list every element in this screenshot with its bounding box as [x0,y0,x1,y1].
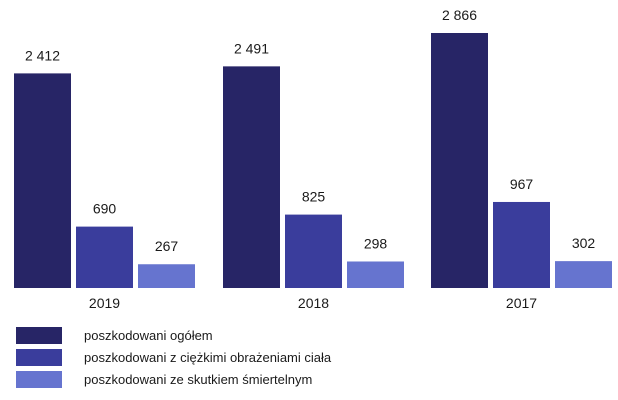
category-label-2019: 2019 [89,295,120,311]
legend-label-total: poszkodowani ogółem [84,328,213,343]
bar-2017-series-1 [493,201,550,288]
legend-item-serious-injuries: poszkodowani z ciężkimi obrażeniami ciał… [16,348,331,367]
bar-2019-series-2 [138,264,195,288]
legend-item-total: poszkodowani ogółem [16,326,331,345]
data-label-2017-series-2: 302 [572,235,596,251]
legend: poszkodowani ogółem poszkodowani z ciężk… [16,326,331,392]
data-label-2019-series-1: 690 [93,201,117,217]
data-label-2018-series-2: 298 [364,235,388,251]
data-label-2019-series-0: 2 412 [25,47,60,63]
legend-swatch-serious-injuries [16,349,62,366]
bar-chart: 2 412 690 267 2019 2 491 825 298 2018 2 866 967 30… [14,7,612,311]
data-label-2018-series-0: 2 491 [234,40,269,56]
legend-item-fatal: poszkodowani ze skutkiem śmiertelnym [16,370,331,389]
bar-2019-series-1 [76,226,133,288]
bar-2018-series-0 [223,66,280,288]
data-label-2018-series-1: 825 [302,189,326,205]
data-label-2017-series-0: 2 866 [442,7,477,23]
bar-2017-series-2 [555,261,612,288]
legend-swatch-fatal [16,371,62,388]
bar-2019-series-0 [14,73,71,288]
bar-2018-series-2 [347,261,404,288]
bar-2018-series-1 [285,214,342,288]
bar-2017-series-0 [431,33,488,288]
data-label-2017-series-1: 967 [510,176,534,192]
legend-label-serious-injuries: poszkodowani z ciężkimi obrażeniami ciał… [84,350,332,365]
legend-swatch-total [16,327,62,344]
data-label-2019-series-2: 267 [155,238,179,254]
legend-label-fatal: poszkodowani ze skutkiem śmiertelnym [84,372,313,387]
category-label-2017: 2017 [506,295,537,311]
category-label-2018: 2018 [298,295,329,311]
